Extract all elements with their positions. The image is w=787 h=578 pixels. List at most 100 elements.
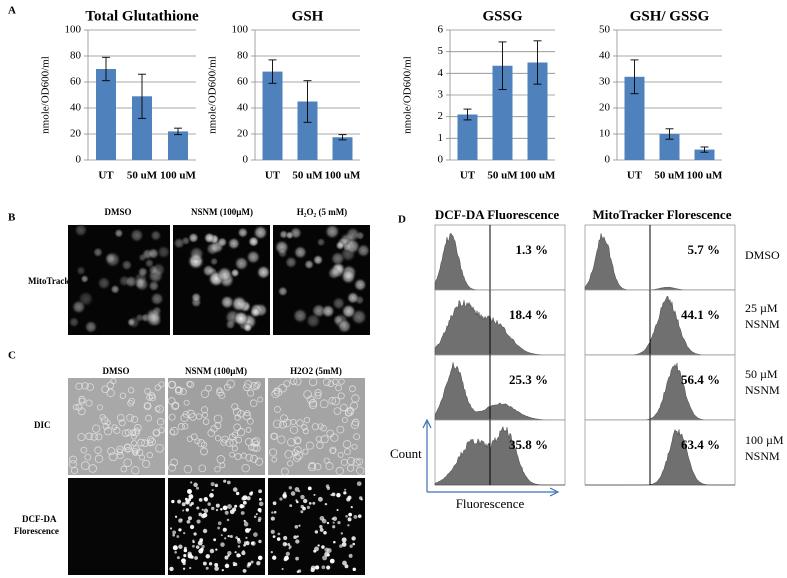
spot bbox=[344, 564, 349, 569]
cell bbox=[307, 463, 317, 472]
spot bbox=[339, 544, 343, 548]
spot bbox=[312, 501, 316, 505]
cell bbox=[303, 390, 313, 399]
spot bbox=[314, 546, 319, 552]
cell bbox=[217, 266, 233, 282]
arrow-head bbox=[549, 487, 560, 497]
micrographs bbox=[68, 377, 365, 575]
spot bbox=[181, 558, 186, 564]
cell bbox=[328, 396, 337, 405]
spot bbox=[341, 537, 347, 543]
cell bbox=[106, 381, 115, 390]
spot bbox=[210, 482, 215, 487]
spot bbox=[226, 518, 230, 522]
bar bbox=[624, 76, 645, 160]
spot bbox=[243, 521, 249, 527]
cell bbox=[341, 269, 356, 284]
error-bar bbox=[630, 59, 639, 95]
cell bbox=[189, 413, 197, 421]
arrow-head bbox=[422, 418, 432, 429]
percent-label: 1.3 % bbox=[516, 242, 549, 257]
cell bbox=[127, 318, 136, 327]
cell bbox=[168, 413, 176, 421]
cell bbox=[216, 387, 223, 394]
spot bbox=[289, 504, 293, 508]
cell bbox=[234, 453, 242, 461]
cell bbox=[287, 437, 296, 447]
percent-label: 5.7 % bbox=[688, 242, 721, 257]
y-tick-label: 4 bbox=[438, 67, 444, 79]
spot bbox=[257, 507, 262, 512]
spot bbox=[235, 536, 239, 540]
spot bbox=[258, 501, 264, 507]
spot bbox=[201, 544, 205, 549]
cell bbox=[293, 377, 302, 386]
cell bbox=[81, 382, 89, 390]
column-label: DCF-DA Fluorescence bbox=[435, 207, 560, 222]
cell bbox=[301, 424, 308, 431]
row-label: MitoTracker bbox=[28, 276, 77, 286]
cell bbox=[88, 464, 98, 473]
cell bbox=[175, 386, 183, 394]
spot bbox=[307, 486, 312, 491]
cell bbox=[351, 443, 358, 450]
spot bbox=[171, 499, 175, 504]
spot bbox=[176, 556, 180, 560]
spot bbox=[272, 555, 277, 560]
cell bbox=[94, 454, 104, 464]
cell bbox=[338, 378, 345, 385]
cell bbox=[279, 230, 289, 239]
cell bbox=[254, 381, 261, 388]
spot bbox=[237, 545, 241, 548]
cell bbox=[80, 274, 89, 283]
cell bbox=[90, 433, 98, 441]
spot bbox=[294, 487, 300, 492]
cell bbox=[69, 455, 77, 464]
spot bbox=[227, 550, 232, 556]
error-bar bbox=[665, 128, 674, 140]
cell bbox=[323, 378, 331, 386]
spot bbox=[227, 504, 232, 509]
row-label: NSNM bbox=[745, 383, 780, 397]
cell bbox=[146, 440, 153, 447]
cell bbox=[155, 404, 164, 414]
spot bbox=[185, 499, 190, 505]
cell bbox=[186, 380, 193, 388]
y-tick-label: 1 bbox=[438, 132, 444, 144]
column-label: DMSO bbox=[105, 207, 132, 217]
spot bbox=[319, 525, 323, 529]
cell bbox=[145, 414, 153, 422]
cell bbox=[127, 399, 134, 407]
spot bbox=[343, 491, 347, 495]
spot bbox=[319, 527, 324, 532]
spot bbox=[321, 565, 326, 570]
cell bbox=[344, 409, 352, 417]
y-tick-label: 40 bbox=[70, 102, 82, 114]
cell bbox=[148, 393, 157, 402]
cell bbox=[168, 463, 176, 472]
spot bbox=[303, 498, 308, 504]
row-label: DIC bbox=[34, 420, 51, 430]
cell bbox=[131, 447, 139, 455]
cell bbox=[293, 245, 307, 259]
spot bbox=[331, 492, 336, 497]
spot bbox=[209, 548, 215, 554]
cell bbox=[180, 413, 189, 422]
spot bbox=[192, 540, 195, 544]
cell bbox=[340, 403, 348, 412]
bar bbox=[297, 101, 318, 160]
cell bbox=[114, 228, 124, 238]
cell bbox=[129, 429, 137, 436]
cell bbox=[189, 246, 204, 262]
cell bbox=[242, 411, 252, 421]
spot bbox=[198, 497, 203, 502]
cell bbox=[126, 413, 134, 422]
cell bbox=[86, 383, 95, 391]
spot bbox=[314, 530, 319, 534]
cell bbox=[155, 443, 164, 453]
cell bbox=[356, 466, 365, 475]
cell bbox=[325, 224, 340, 239]
panel-label: C bbox=[8, 350, 16, 362]
cell bbox=[335, 384, 342, 392]
spot bbox=[215, 548, 218, 551]
